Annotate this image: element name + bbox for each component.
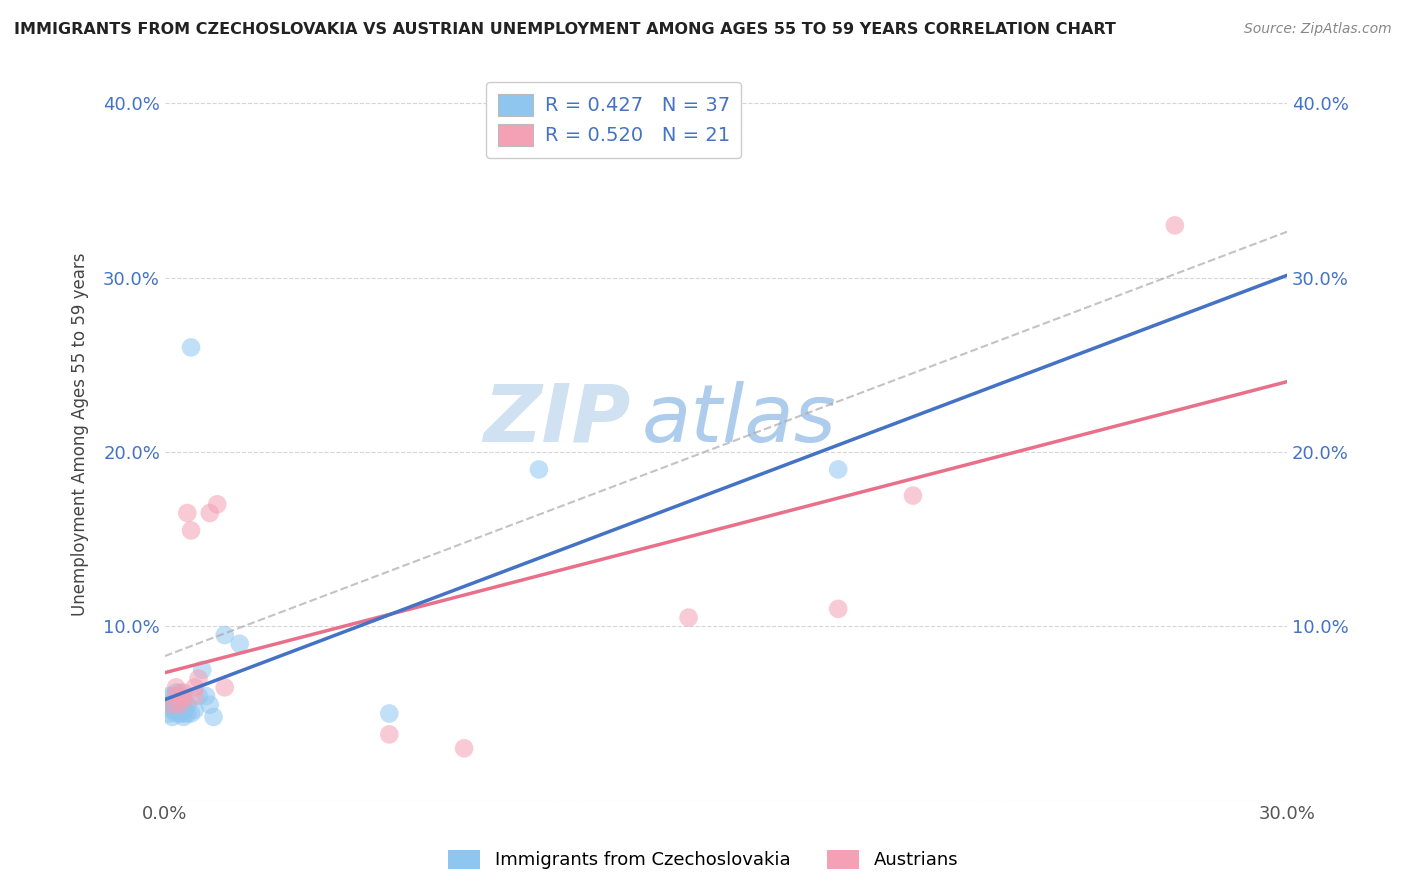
Legend: R = 0.427   N = 37, R = 0.520   N = 21: R = 0.427 N = 37, R = 0.520 N = 21 xyxy=(486,82,741,158)
Point xyxy=(169,692,191,706)
Point xyxy=(165,706,187,721)
Point xyxy=(165,685,187,699)
Point xyxy=(169,698,191,712)
Point xyxy=(176,698,198,712)
Text: ZIP: ZIP xyxy=(484,381,630,458)
Point xyxy=(378,727,401,741)
Point xyxy=(207,497,229,511)
Point xyxy=(901,489,924,503)
Point xyxy=(165,692,187,706)
Point xyxy=(165,701,187,715)
Point xyxy=(191,663,214,677)
Point xyxy=(157,698,180,712)
Point xyxy=(176,706,198,721)
Point xyxy=(527,462,550,476)
Point xyxy=(162,689,184,703)
Point xyxy=(228,637,250,651)
Point xyxy=(180,340,202,354)
Point xyxy=(678,610,700,624)
Text: IMMIGRANTS FROM CZECHOSLOVAKIA VS AUSTRIAN UNEMPLOYMENT AMONG AGES 55 TO 59 YEAR: IMMIGRANTS FROM CZECHOSLOVAKIA VS AUSTRI… xyxy=(14,22,1116,37)
Point xyxy=(195,689,218,703)
Legend: Immigrants from Czechoslovakia, Austrians: Immigrants from Czechoslovakia, Austrian… xyxy=(439,841,967,879)
Point xyxy=(173,692,195,706)
Point xyxy=(198,698,221,712)
Point xyxy=(169,698,191,712)
Point xyxy=(169,706,191,721)
Point xyxy=(184,703,207,717)
Point xyxy=(173,692,195,706)
Point xyxy=(165,698,187,712)
Point xyxy=(214,681,236,695)
Point xyxy=(202,710,225,724)
Point xyxy=(198,506,221,520)
Point xyxy=(162,703,184,717)
Point xyxy=(180,706,202,721)
Text: Source: ZipAtlas.com: Source: ZipAtlas.com xyxy=(1244,22,1392,37)
Point xyxy=(162,698,184,712)
Point xyxy=(173,706,195,721)
Point xyxy=(827,602,849,616)
Y-axis label: Unemployment Among Ages 55 to 59 years: Unemployment Among Ages 55 to 59 years xyxy=(72,252,89,616)
Point xyxy=(827,462,849,476)
Point xyxy=(169,701,191,715)
Point xyxy=(157,706,180,721)
Point xyxy=(378,706,401,721)
Point xyxy=(173,698,195,712)
Point xyxy=(173,703,195,717)
Point xyxy=(187,672,209,686)
Point xyxy=(169,685,191,699)
Point xyxy=(157,689,180,703)
Point xyxy=(180,524,202,538)
Point xyxy=(453,741,475,756)
Point xyxy=(187,689,209,703)
Point xyxy=(169,689,191,703)
Point xyxy=(214,628,236,642)
Point xyxy=(173,710,195,724)
Point xyxy=(162,698,184,712)
Point xyxy=(184,689,207,703)
Point xyxy=(165,681,187,695)
Point xyxy=(173,685,195,699)
Point xyxy=(176,506,198,520)
Point xyxy=(162,710,184,724)
Point xyxy=(184,681,207,695)
Point xyxy=(1164,219,1187,233)
Text: atlas: atlas xyxy=(641,381,837,458)
Point xyxy=(165,689,187,703)
